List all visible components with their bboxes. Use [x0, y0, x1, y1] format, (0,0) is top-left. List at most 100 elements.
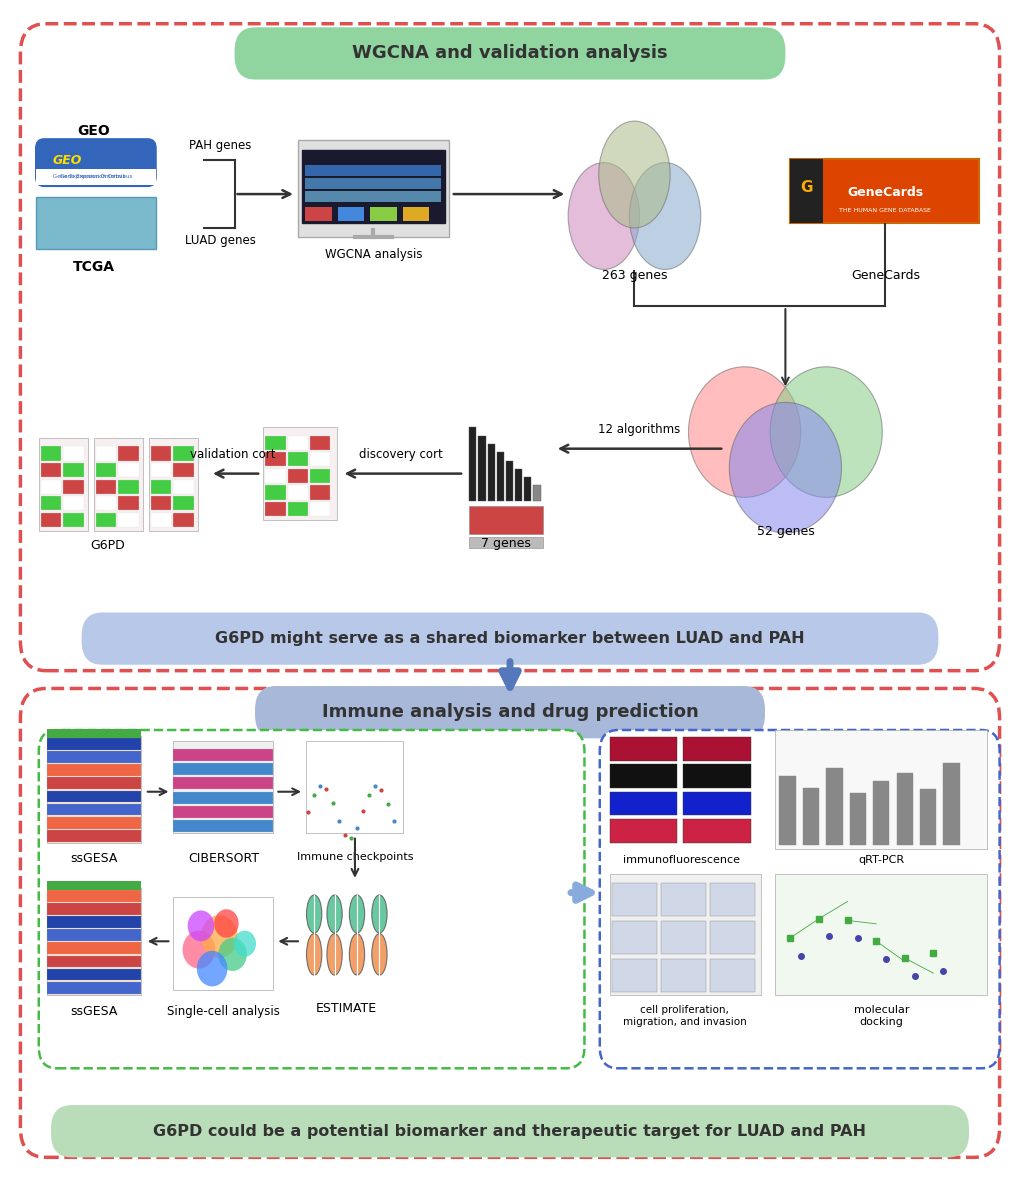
- Text: ssGESA: ssGESA: [70, 852, 117, 865]
- Bar: [173, 806, 273, 818]
- Bar: [310, 436, 330, 450]
- Bar: [39, 438, 88, 531]
- Circle shape: [769, 367, 881, 497]
- Bar: [609, 764, 677, 788]
- FancyBboxPatch shape: [234, 27, 785, 80]
- FancyBboxPatch shape: [599, 730, 999, 1068]
- Bar: [515, 469, 522, 501]
- Ellipse shape: [372, 895, 387, 933]
- Ellipse shape: [629, 163, 700, 269]
- Circle shape: [688, 367, 800, 497]
- Bar: [173, 480, 194, 494]
- Bar: [287, 469, 308, 483]
- Ellipse shape: [598, 121, 669, 228]
- Ellipse shape: [348, 933, 365, 976]
- Bar: [611, 959, 656, 992]
- Bar: [469, 537, 542, 548]
- Text: GeneCards: GeneCards: [847, 186, 922, 198]
- Bar: [151, 480, 171, 494]
- Bar: [47, 969, 141, 980]
- Bar: [96, 496, 116, 510]
- Bar: [118, 513, 139, 527]
- Bar: [47, 764, 141, 776]
- Text: CIBERSORT: CIBERSORT: [187, 852, 259, 865]
- Bar: [173, 749, 273, 761]
- Bar: [943, 763, 959, 845]
- Bar: [118, 446, 139, 461]
- Bar: [337, 207, 364, 221]
- Circle shape: [201, 915, 237, 958]
- Ellipse shape: [307, 895, 322, 933]
- Bar: [487, 444, 494, 501]
- Bar: [47, 729, 141, 738]
- FancyBboxPatch shape: [20, 688, 999, 1157]
- Bar: [774, 874, 986, 995]
- Bar: [505, 461, 513, 501]
- FancyBboxPatch shape: [82, 612, 937, 665]
- Bar: [151, 513, 171, 527]
- Bar: [96, 463, 116, 477]
- Bar: [173, 763, 273, 775]
- Bar: [683, 819, 750, 843]
- Bar: [63, 480, 84, 494]
- Bar: [310, 452, 330, 466]
- Bar: [310, 485, 330, 500]
- Bar: [709, 883, 754, 916]
- Bar: [47, 804, 141, 815]
- Bar: [305, 207, 331, 221]
- Bar: [611, 883, 656, 916]
- FancyBboxPatch shape: [255, 686, 764, 738]
- Text: validation cort: validation cort: [190, 447, 275, 461]
- Bar: [41, 446, 61, 461]
- Text: molecular
docking: molecular docking: [853, 1005, 908, 1027]
- Text: G6PD could be a potential biomarker and therapeutic target for LUAD and PAH: G6PD could be a potential biomarker and …: [153, 1124, 866, 1138]
- Bar: [173, 741, 273, 833]
- Bar: [173, 897, 273, 990]
- Text: ESTIMATE: ESTIMATE: [316, 1002, 377, 1015]
- Bar: [41, 513, 61, 527]
- Bar: [660, 883, 705, 916]
- Bar: [305, 165, 440, 176]
- Ellipse shape: [307, 933, 322, 976]
- Text: qRT-PCR: qRT-PCR: [857, 855, 904, 864]
- Bar: [469, 427, 476, 501]
- Text: GEO: GEO: [53, 154, 83, 166]
- Text: 263 genes: 263 genes: [601, 269, 666, 283]
- Bar: [302, 150, 444, 223]
- FancyBboxPatch shape: [39, 730, 584, 1068]
- Bar: [370, 207, 396, 221]
- Text: PAH genes: PAH genes: [189, 139, 252, 152]
- Bar: [118, 496, 139, 510]
- Bar: [47, 736, 141, 843]
- Bar: [173, 513, 194, 527]
- Ellipse shape: [348, 895, 365, 933]
- Bar: [265, 485, 285, 500]
- Bar: [298, 140, 448, 237]
- Bar: [305, 178, 440, 189]
- Bar: [118, 480, 139, 494]
- Bar: [825, 768, 842, 845]
- Bar: [609, 737, 677, 761]
- Text: GeneCards: GeneCards: [850, 269, 919, 283]
- Bar: [94, 438, 143, 531]
- Circle shape: [233, 931, 256, 957]
- Bar: [47, 881, 141, 890]
- Bar: [403, 207, 429, 221]
- Bar: [683, 792, 750, 815]
- Bar: [306, 741, 403, 833]
- Text: Immune analysis and drug prediction: Immune analysis and drug prediction: [321, 703, 698, 722]
- Bar: [151, 446, 171, 461]
- Bar: [47, 890, 141, 902]
- Text: immunofluorescence: immunofluorescence: [623, 855, 739, 864]
- Bar: [47, 791, 141, 802]
- Bar: [469, 506, 542, 534]
- Bar: [287, 452, 308, 466]
- Bar: [496, 452, 503, 501]
- Circle shape: [729, 402, 841, 533]
- Bar: [173, 777, 273, 789]
- Bar: [47, 929, 141, 941]
- Bar: [149, 438, 198, 531]
- Bar: [96, 446, 116, 461]
- Bar: [802, 788, 818, 845]
- Bar: [36, 169, 156, 185]
